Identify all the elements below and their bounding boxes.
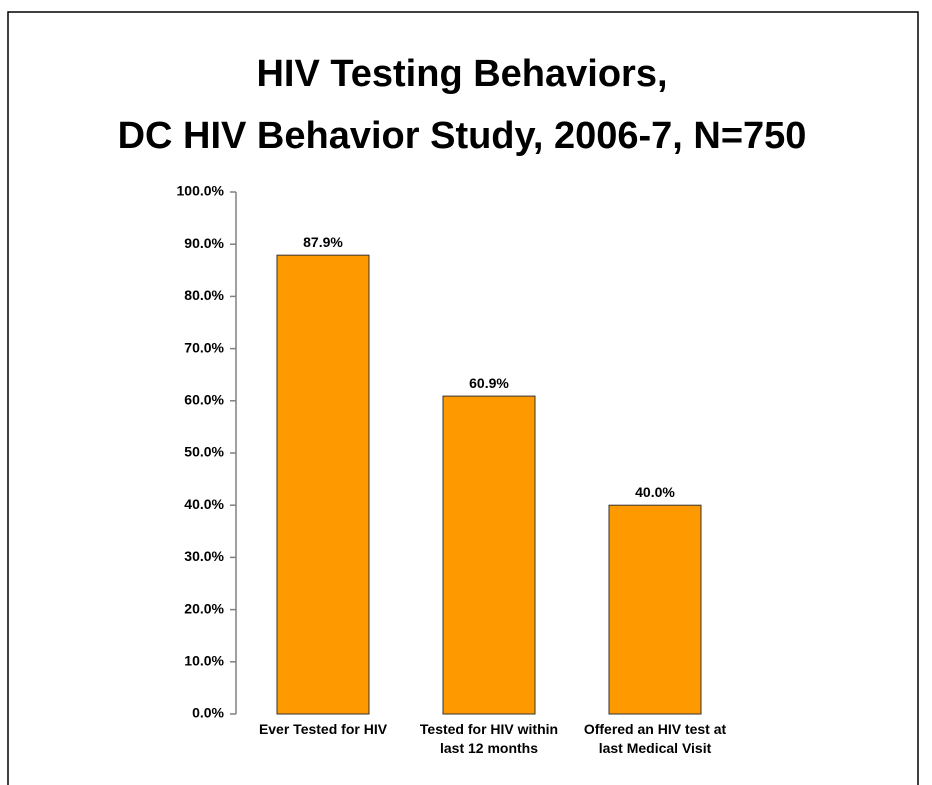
x-tick-label: Ever Tested for HIV <box>258 721 388 737</box>
bar <box>276 254 370 715</box>
x-tick-label: Tested for HIV within last 12 months <box>419 721 559 756</box>
y-tick-label: 70.0% <box>184 339 224 355</box>
chart-title: DC HIV Behavior Study, 2006-7, N=750 <box>118 115 807 157</box>
frame <box>7 11 919 785</box>
y-tick-label: 50.0% <box>184 444 224 460</box>
y-tick-label: 30.0% <box>184 548 224 564</box>
bar <box>608 504 702 715</box>
data-label: 40.0% <box>635 484 675 500</box>
y-tick-label: 80.0% <box>184 287 224 303</box>
y-tick-label: 10.0% <box>184 653 224 669</box>
y-tick-label: 60.0% <box>184 392 224 408</box>
y-tick-label: 20.0% <box>184 600 224 616</box>
y-tick-label: 90.0% <box>184 235 224 251</box>
data-label: 60.9% <box>469 375 509 391</box>
bar <box>442 395 536 715</box>
data-label: 87.9% <box>303 234 343 250</box>
y-tick-label: 40.0% <box>184 496 224 512</box>
y-tick-label: 100.0% <box>177 183 225 199</box>
y-tick-label: 0.0% <box>192 705 224 721</box>
chart-title: HIV Testing Behaviors, <box>256 53 667 95</box>
x-tick-label: Offered an HIV test at last Medical Visi… <box>583 721 727 756</box>
